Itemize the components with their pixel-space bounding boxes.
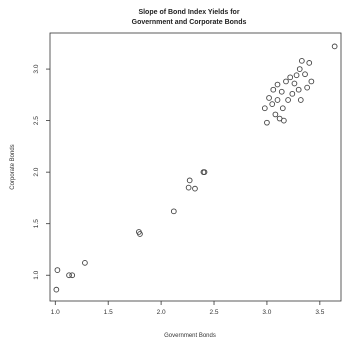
data-point — [279, 105, 286, 112]
data-point — [291, 80, 298, 87]
data-point — [66, 272, 72, 279]
data-point — [331, 43, 338, 50]
data-point — [283, 78, 289, 85]
x-axis: 1.0 1.5 2.0 2.5 3.0 3.5 — [51, 301, 325, 316]
y-axis-label: Corporate Bonds — [10, 144, 16, 189]
data-point — [274, 81, 281, 88]
data-point — [270, 86, 277, 93]
data-point — [295, 86, 302, 93]
data-point — [266, 95, 272, 101]
data-point — [186, 177, 193, 184]
x-tick-label: 1.0 — [51, 309, 60, 316]
data-point — [261, 105, 268, 112]
data-point — [297, 97, 304, 103]
data-point — [287, 74, 294, 81]
x-axis-label: Government Bonds — [164, 333, 216, 339]
data-point — [285, 97, 291, 103]
y-tick-label: 2.0 — [33, 167, 40, 176]
x-tick-label: 2.0 — [157, 309, 166, 316]
x-tick-label: 1.5 — [104, 309, 113, 316]
data-point — [274, 97, 281, 103]
data-point — [264, 119, 270, 126]
data-point — [278, 88, 285, 95]
data-point — [69, 272, 76, 279]
chart-title-line-1: Slope of Bond Index Yields for — [138, 9, 239, 16]
y-axis: 1.0 1.5 2.0 2.5 3.0 — [33, 64, 50, 280]
data-point — [192, 185, 198, 192]
data-point — [137, 231, 143, 237]
data-point — [298, 57, 305, 64]
data-point — [302, 71, 308, 78]
data-point — [201, 169, 208, 176]
data-point — [272, 111, 279, 118]
x-tick-label: 3.5 — [315, 309, 324, 316]
data-point — [304, 84, 310, 91]
y-tick-label: 1.5 — [33, 219, 40, 228]
x-tick-label: 2.5 — [209, 309, 218, 316]
y-tick-label: 3.0 — [33, 64, 40, 73]
data-point — [53, 286, 60, 293]
data-point — [289, 90, 296, 97]
data-point — [54, 267, 61, 273]
data-point — [293, 72, 300, 79]
data-point — [170, 208, 177, 215]
data-points — [53, 43, 338, 293]
chart-title-line-2: Government and Corporate Bonds — [132, 19, 247, 26]
data-point — [185, 184, 192, 191]
data-point — [296, 66, 303, 72]
x-tick-label: 3.0 — [262, 309, 271, 316]
data-point — [306, 60, 313, 66]
data-point — [82, 260, 88, 266]
y-tick-label: 1.0 — [33, 270, 40, 279]
y-tick-label: 2.5 — [33, 116, 40, 125]
plot-frame — [49, 32, 342, 302]
data-point — [281, 117, 287, 124]
data-point — [308, 78, 315, 85]
data-point — [269, 101, 276, 107]
